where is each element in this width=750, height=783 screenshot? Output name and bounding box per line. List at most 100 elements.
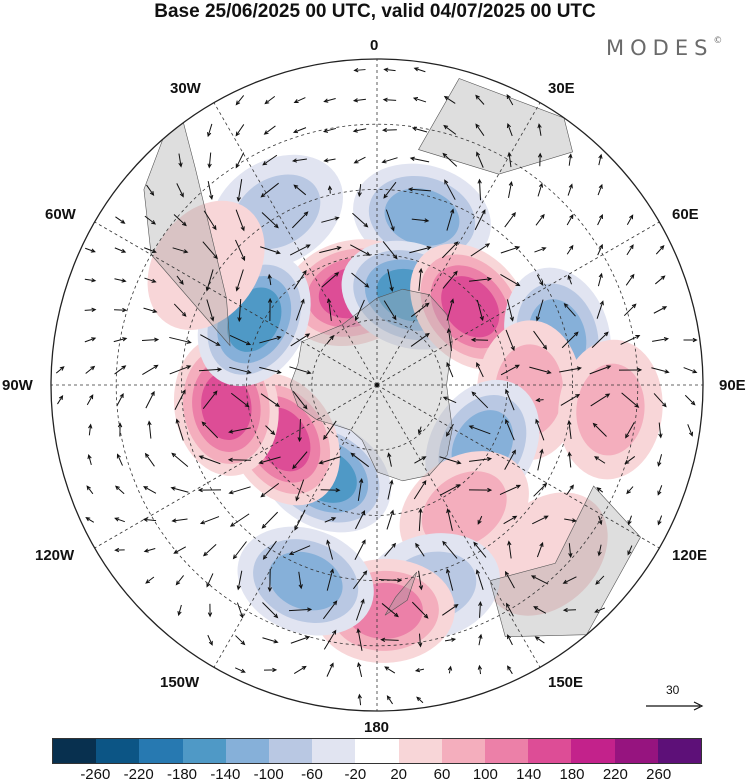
wind-arrow [236, 570, 243, 591]
wind-arrow [504, 570, 515, 589]
wind-arrow [262, 602, 279, 619]
wind-arrow [597, 213, 603, 226]
wind-arrow [291, 158, 307, 163]
wind-arrow [297, 418, 302, 443]
wind-arrow [597, 272, 603, 287]
wind-arrow [171, 452, 189, 467]
wind-arrow [566, 484, 574, 495]
wind-arrow [259, 366, 282, 374]
logo-text: MODES [606, 36, 714, 60]
wind-arrow [321, 272, 340, 288]
wind-arrow [382, 241, 398, 260]
wind-arrow [594, 456, 606, 464]
wind-arrow [357, 183, 362, 198]
wind-arrow [535, 213, 545, 226]
wind-arrow [207, 152, 212, 169]
longitude-line [376, 221, 660, 386]
wind-arrow [117, 422, 123, 437]
lon-label-150w: 150W [160, 674, 200, 691]
wind-arrow [381, 157, 398, 164]
wind-arrow [146, 184, 155, 196]
wind-arrow [567, 274, 573, 285]
wind-arrow [293, 184, 307, 196]
colorbar-ticks: -260 -220 -180 -140 -100 -60 -20 20 60 100 140 180 2… [0, 766, 750, 783]
wind-arrow [418, 633, 423, 648]
wind-arrow [264, 96, 276, 105]
wind-arrow [382, 127, 397, 133]
anomaly-contour [576, 363, 645, 456]
wind-arrow [235, 239, 246, 262]
wind-arrow [534, 247, 547, 253]
colorbar-tick-label: 180 [559, 766, 585, 783]
wind-arrow [177, 604, 182, 617]
wind-arrow [654, 275, 666, 285]
wind-arrow [594, 607, 606, 613]
colorbar-tick-label: -180 [166, 766, 198, 783]
lon-label-60w: 60W [45, 206, 76, 223]
wind-arrow [143, 307, 158, 314]
colorbar-tick-label: 220 [602, 766, 628, 783]
wind-arrow [295, 479, 305, 502]
wind-arrow [198, 455, 221, 465]
lon-label-150e: 150E [548, 674, 584, 691]
wind-arrow [259, 335, 282, 344]
wind-arrow [352, 98, 366, 103]
wind-arrow [387, 269, 394, 292]
lon-label-0: 0 [370, 37, 379, 54]
wind-arrow [57, 394, 64, 405]
wind-arrow [440, 484, 461, 496]
wind-arrow [235, 209, 245, 232]
wind-arrow [474, 209, 486, 231]
longitude-line [376, 102, 541, 386]
wind-arrow [651, 367, 670, 374]
wind-arrow [260, 246, 281, 255]
wind-arrow [536, 274, 544, 286]
wind-arrow [176, 183, 184, 198]
wind-arrow [176, 275, 184, 285]
wind-arrow [236, 179, 243, 203]
wind-arrow [477, 178, 482, 201]
wind-arrow [411, 601, 429, 619]
wind-arrow [567, 183, 573, 196]
wind-arrow [113, 337, 128, 343]
wind-arrow [227, 457, 252, 463]
new-zealand [384, 571, 418, 616]
wind-arrow [55, 366, 65, 374]
wind-arrow [199, 516, 220, 525]
wind-arrow [534, 636, 545, 644]
colorbar-swatch [139, 739, 183, 763]
wind-arrow [318, 456, 341, 465]
wind-arrow [324, 517, 337, 523]
wind-arrow [590, 393, 611, 407]
wind-arrow [144, 247, 157, 254]
wind-arrow [114, 307, 128, 313]
wind-arrow [288, 607, 313, 612]
wind-arrow [655, 245, 665, 255]
wind-arrow [566, 244, 574, 255]
wind-arrow [84, 307, 97, 313]
wind-arrow [326, 662, 334, 677]
wind-arrow [327, 185, 333, 194]
wind-arrow [142, 517, 157, 522]
map-boundary [50, 58, 704, 712]
wind-arrow [382, 97, 397, 102]
lon-label-30w: 30W [170, 80, 201, 97]
wind-arrow [263, 125, 276, 135]
wind-arrow [326, 539, 334, 560]
wind-arrow [506, 602, 514, 617]
wind-arrow [508, 180, 514, 198]
wind-arrow [355, 509, 366, 530]
reference-vector [646, 701, 704, 711]
wind-arrow [261, 511, 279, 529]
colorbar-tick-label: -60 [301, 766, 323, 783]
wind-arrow [535, 397, 544, 403]
wind-arrow [657, 515, 663, 526]
wind-arrow [445, 423, 454, 437]
wind-arrow [357, 662, 363, 677]
reference-vector-head [693, 701, 704, 711]
longitude-line [376, 384, 660, 549]
wind-arrow [207, 634, 213, 646]
wind-arrow [409, 156, 430, 163]
colorbar-swatch [312, 739, 356, 763]
wind-arrow [567, 419, 572, 439]
